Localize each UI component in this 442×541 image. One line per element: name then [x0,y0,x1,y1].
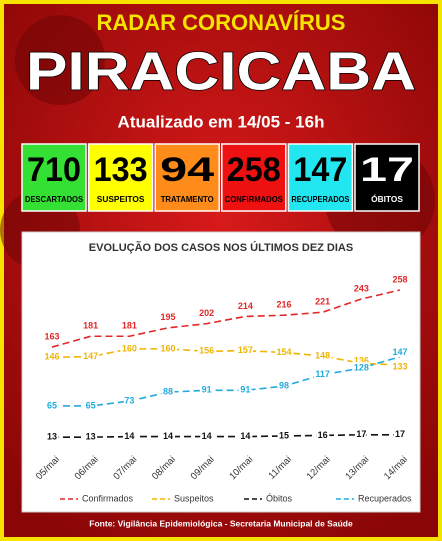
data-label: 65 [47,400,57,410]
footer: Fonte: Vigilância Epidemiológica - Secre… [89,518,353,528]
summary-box [354,143,420,212]
summary-value: 17 [360,151,414,189]
data-label: 221 [315,297,330,307]
data-label: 160 [122,343,137,353]
top-title: RADAR CORONAVÍRUS [97,10,346,35]
data-label: 214 [238,301,253,311]
data-label: 73 [124,396,134,406]
summary-label: ÓBITOS [371,195,403,204]
data-label: 13 [47,432,57,442]
summary-label: CONFIRMADOS [225,195,284,204]
data-label: 156 [199,346,214,356]
legend-label: Confirmados [82,493,134,503]
data-label: 154 [276,347,291,357]
data-label: 148 [315,350,330,360]
data-label: 16 [318,430,328,440]
data-label: 157 [238,345,253,355]
data-label: 202 [199,308,214,318]
data-label: 128 [354,362,369,372]
data-label: 160 [160,343,175,353]
data-label: 17 [395,429,405,439]
series-line [51,348,401,366]
legend-label: Óbitos [266,493,293,503]
summary-value: 710 [27,151,81,189]
summary-label: RECUPERADOS [291,195,350,204]
city-title: PIRACICABA [26,41,416,101]
data-label: 117 [315,369,330,379]
summary-value: 94 [160,151,214,189]
data-label: 195 [160,312,175,322]
summary-label: DESCARTADOS [25,195,84,204]
data-label: 181 [83,321,98,331]
series-line [52,433,400,438]
summary-box [21,143,87,212]
data-label: 216 [276,300,291,310]
data-label: 98 [279,380,289,390]
updated: Atualizado em 14/05 - 16h [118,112,325,131]
data-label: 91 [240,385,250,395]
data-label: 14 [163,431,173,441]
data-label: 146 [44,352,59,362]
data-label: 15 [279,430,289,440]
data-label: 88 [163,387,173,397]
data-label: 13 [86,432,96,442]
summary-value: 147 [293,151,347,189]
data-label: 14 [202,431,212,441]
data-label: 136 [354,356,369,366]
series-line [52,355,401,407]
series-line [51,289,401,348]
summary-label: TRATAMENTO [161,195,214,204]
data-label: 17 [356,429,366,439]
data-label: 65 [86,400,96,410]
summary-label: SUSPEITOS [97,195,145,204]
summary-value: 133 [94,151,148,189]
summary-box [287,143,354,212]
data-label: 14 [124,431,134,441]
data-label: 14 [240,431,250,441]
data-label: 133 [392,361,407,371]
data-label: 243 [354,283,369,293]
summary-box [221,143,287,212]
data-label: 181 [122,321,137,331]
data-label: 147 [83,351,98,361]
virus-blob [15,15,105,105]
summary-value: 258 [227,151,281,189]
legend-label: Suspeitos [174,493,214,503]
chart-panel [21,231,421,513]
chart-title: EVOLUÇÃO DOS CASOS NOS ÚLTIMOS DEZ DIAS [89,241,353,254]
data-label: 91 [202,385,212,395]
data-label: 147 [392,347,407,357]
legend-label: Recuperados [358,493,412,503]
data-label: 163 [44,331,59,341]
summary-box [154,143,220,212]
summary-box [87,143,154,212]
data-label: 258 [392,274,407,284]
summary-boxes: 710 DESCARTADOS 133 SUSPEITOS 94 TRATAMENTO 25… [21,143,420,212]
